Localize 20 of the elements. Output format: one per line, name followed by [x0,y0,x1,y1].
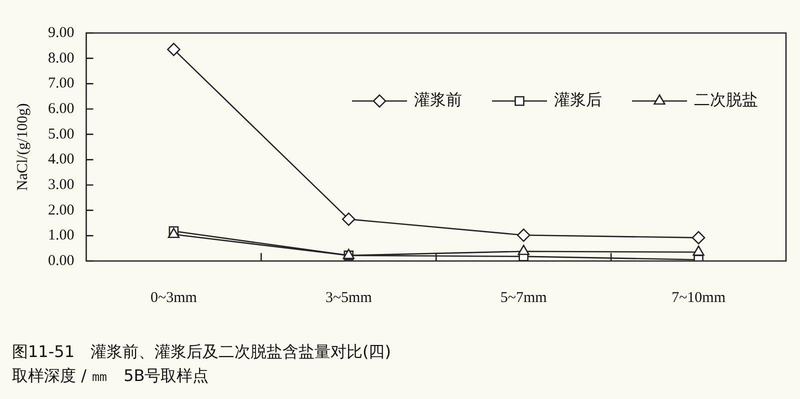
y-tick-label: 7.00 [48,76,74,92]
legend-label: 灌浆后 [554,90,602,110]
x-tick-label: 5~7mm [500,290,548,306]
y-tick-label: 0.00 [48,252,74,269]
y-tick-label: 8.00 [48,50,74,66]
x-tick-label: 7~10mm [672,290,726,306]
y-tick-label: 2.00 [48,202,74,218]
text: 图11-51 灌浆前、灌浆后及二次脱盐含盐量对比(四) [12,341,391,363]
y-tick-label: 9.00 [48,24,74,41]
y-tick-label: 3.00 [48,176,74,193]
x-tick-label: 0~3mm [150,290,198,306]
y-tick-label: 6.00 [48,100,74,117]
legend-label: 灌浆前 [414,90,462,110]
legend-label: 二次脱盐 [694,90,758,110]
x-tick-label: 3~5mm [325,290,372,306]
y-axis-title: NaCl/(g/100g) [14,103,31,191]
y-tick-label: 5.00 [48,126,74,142]
y-tick-label: 4.00 [48,152,74,168]
y-tick-label: 1.00 [48,228,74,244]
text: 取样深度 / ㎜ 5B号取样点 [12,365,210,387]
